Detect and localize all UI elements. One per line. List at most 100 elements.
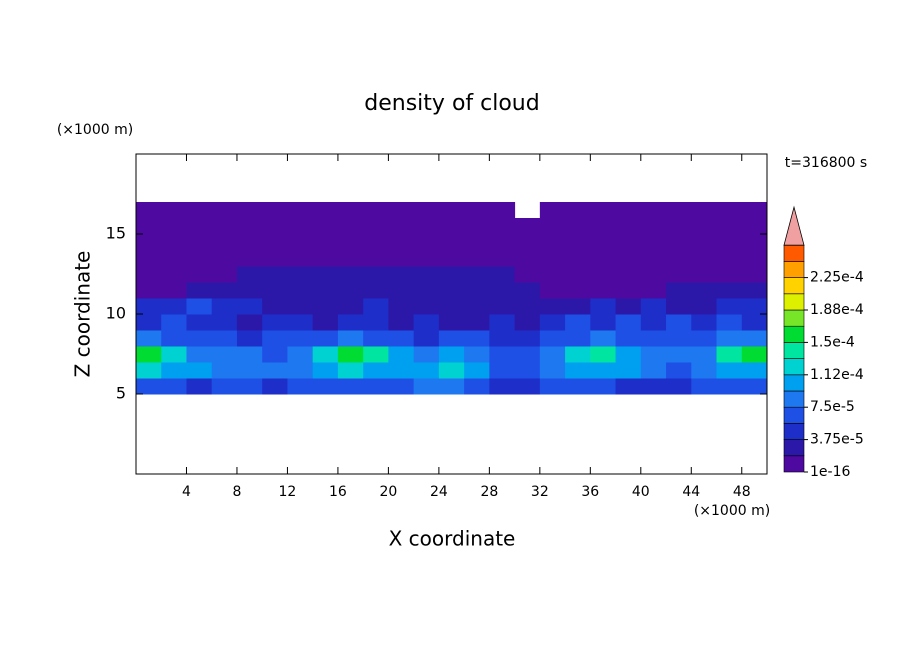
contour-cell [741, 346, 768, 363]
contour-cell [438, 314, 465, 331]
contour-cell [236, 314, 263, 331]
colorbar-band [783, 455, 805, 473]
contour-cell [615, 314, 642, 331]
contour-cell [312, 330, 339, 347]
contour-cell [615, 346, 642, 363]
contour-cell [312, 298, 339, 315]
contour-cell [640, 282, 667, 299]
contour-cell [262, 346, 288, 363]
contour-cell [287, 282, 314, 299]
contour-cell [363, 362, 389, 379]
contour-cell [312, 378, 339, 395]
contour-cell [262, 202, 288, 219]
contour-cell [640, 266, 667, 283]
contour-cell [262, 266, 288, 283]
contour-cell [666, 202, 692, 219]
contour-cell [186, 234, 213, 251]
colorbar-tick-label: 2.25e-4 [810, 270, 864, 286]
contour-cell [489, 362, 516, 379]
contour-cell [590, 250, 617, 267]
y-tick-label: 15 [106, 224, 126, 243]
contour-cell [691, 298, 718, 315]
contour-cell [363, 378, 389, 395]
contour-cell [236, 346, 263, 363]
contour-cell [413, 202, 440, 219]
contour-cell [438, 266, 465, 283]
contour-cell [236, 378, 263, 395]
contour-cell [363, 346, 389, 363]
colorbar-band [783, 309, 805, 327]
contour-cell [741, 234, 768, 251]
contour-cell [691, 282, 718, 299]
contour-cell [363, 298, 389, 315]
contour-cell [539, 202, 566, 219]
contour-cell [438, 298, 465, 315]
contour-cell [337, 362, 364, 379]
contour-cell [489, 202, 516, 219]
contour-cell [615, 282, 642, 299]
contour-cell [337, 282, 364, 299]
contour-cell [236, 282, 263, 299]
contour-cell [337, 234, 364, 251]
contour-cell [514, 266, 541, 283]
contour-cell [337, 314, 364, 331]
contour-cell [741, 378, 768, 395]
contour-cell [211, 298, 238, 315]
contour-cell [666, 362, 692, 379]
contour-cell [741, 330, 768, 347]
colorbar-band [783, 244, 805, 262]
contour-cell [741, 362, 768, 379]
contour-cell [413, 250, 440, 267]
colorbar-band [783, 342, 805, 359]
colorbar-band [783, 374, 805, 392]
contour-cell [539, 218, 566, 235]
contour-cell [666, 218, 692, 235]
colorbar-band [783, 439, 805, 457]
contour-cell [489, 330, 516, 347]
y-unit: (×1000 m) [57, 122, 133, 138]
contour-cell [363, 218, 389, 235]
colorbar-band [783, 277, 805, 295]
contour-cell [615, 218, 642, 235]
contour-cell [388, 314, 415, 331]
colorbar-band [783, 325, 805, 343]
contour-cell [438, 250, 465, 267]
contour-cell [287, 250, 314, 267]
contour-cell [262, 362, 288, 379]
contour-cell [640, 250, 667, 267]
contour-cell [236, 362, 263, 379]
contour-cell [262, 234, 288, 251]
contour-cell [691, 202, 718, 219]
contour-cell [716, 202, 743, 219]
contour-cell [337, 218, 364, 235]
contour-cell [539, 378, 566, 395]
contour-cell [590, 314, 617, 331]
contour-cell [565, 314, 591, 331]
colorbar-band [783, 261, 805, 278]
contour-cell [716, 298, 743, 315]
contour-cell [464, 202, 490, 219]
contour-cell [337, 378, 364, 395]
contour-cell [464, 378, 490, 395]
contour-cell [489, 346, 516, 363]
contour-cell [666, 330, 692, 347]
contour-cell [691, 266, 718, 283]
contour-cell [136, 282, 162, 299]
contour-cell [514, 250, 541, 267]
contour-cell [211, 362, 238, 379]
contour-cell [565, 218, 591, 235]
contour-cell [640, 362, 667, 379]
contour-cell [691, 330, 718, 347]
contour-cell [438, 234, 465, 251]
contour-cell [287, 266, 314, 283]
contour-cell [136, 202, 162, 219]
contour-cell [489, 250, 516, 267]
contour-cell [211, 346, 238, 363]
contour-cell [136, 250, 162, 267]
contour-cell [287, 362, 314, 379]
contour-cell [211, 250, 238, 267]
contour-cell [565, 330, 591, 347]
contour-cell [640, 314, 667, 331]
y-tick-label: 10 [106, 304, 126, 323]
